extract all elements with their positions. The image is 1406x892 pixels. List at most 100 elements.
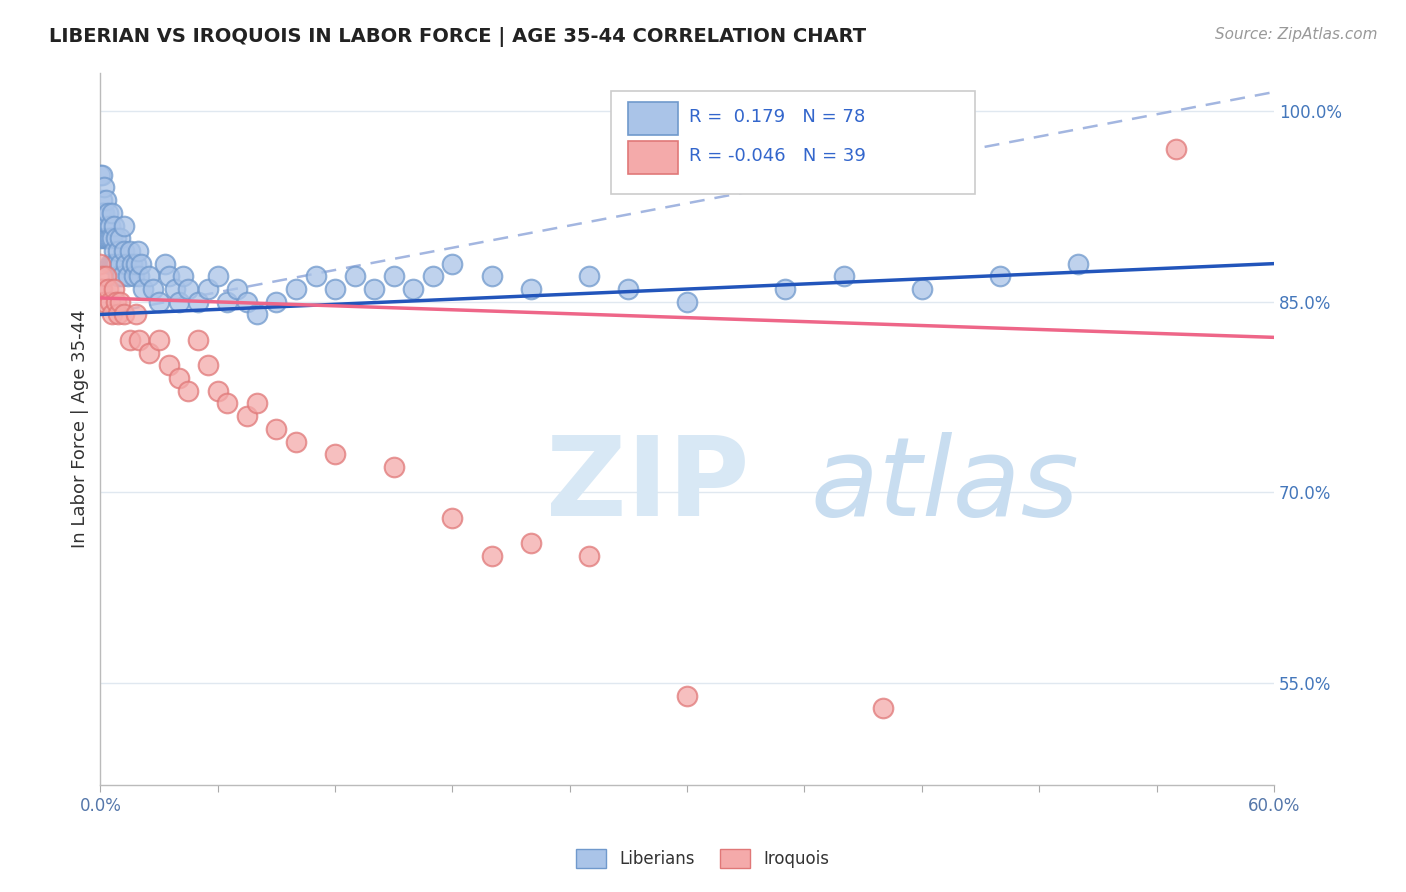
Point (91, 282, 114, 296)
Point (91, 269, 114, 284)
Text: R =  0.179   N = 78: R = 0.179 N = 78 (689, 108, 866, 126)
Point (988, 269, 1011, 284)
Point (103, 244, 125, 258)
Point (323, 447, 346, 461)
Point (676, 689, 699, 703)
Point (128, 269, 150, 284)
Point (217, 294, 239, 309)
Point (101, 231, 124, 245)
Y-axis label: In Labor Force | Age 35-44: In Labor Force | Age 35-44 (72, 310, 89, 549)
Point (98, 257, 121, 271)
Point (382, 269, 405, 284)
Point (773, 282, 796, 296)
Point (122, 269, 145, 284)
Point (172, 269, 194, 284)
Point (1067, 257, 1090, 271)
Point (266, 294, 288, 309)
Point (111, 269, 134, 284)
Point (323, 282, 346, 296)
Point (98, 231, 121, 245)
Point (89, 206, 111, 220)
Point (93, 294, 115, 309)
Point (177, 384, 200, 398)
Point (153, 257, 176, 271)
Text: R = -0.046   N = 39: R = -0.046 N = 39 (689, 147, 866, 165)
Point (131, 257, 153, 271)
Point (91, 193, 114, 207)
Point (148, 294, 170, 309)
Point (617, 282, 640, 296)
Text: Source: ZipAtlas.com: Source: ZipAtlas.com (1215, 27, 1378, 42)
Point (89, 282, 111, 296)
Point (148, 333, 170, 347)
Point (101, 257, 124, 271)
Point (93, 231, 115, 245)
Point (105, 294, 128, 309)
Point (127, 244, 149, 258)
Point (226, 282, 249, 296)
Point (167, 294, 190, 309)
Point (402, 282, 425, 296)
Point (98, 219, 121, 233)
Point (91, 168, 114, 182)
Text: ZIP: ZIP (547, 433, 749, 540)
Point (107, 269, 129, 284)
Point (138, 269, 160, 284)
Point (96, 269, 118, 284)
Point (676, 294, 699, 309)
FancyBboxPatch shape (628, 141, 678, 174)
Point (138, 345, 160, 359)
Point (422, 269, 444, 284)
Point (91, 206, 114, 220)
Point (157, 359, 180, 373)
Point (107, 308, 129, 322)
Point (107, 244, 129, 258)
FancyBboxPatch shape (610, 91, 974, 194)
Point (114, 257, 136, 271)
Point (98, 294, 121, 309)
Point (382, 460, 405, 475)
Point (441, 511, 464, 525)
Point (124, 308, 146, 322)
Point (481, 549, 503, 563)
Point (578, 269, 600, 284)
Point (132, 282, 155, 296)
Point (103, 282, 125, 296)
Point (284, 434, 307, 449)
Point (118, 244, 141, 258)
Point (578, 549, 600, 563)
Point (246, 396, 269, 410)
Point (121, 257, 143, 271)
Point (89, 168, 111, 182)
Point (207, 269, 229, 284)
Point (101, 206, 124, 220)
Point (266, 422, 288, 436)
FancyBboxPatch shape (628, 103, 678, 135)
Point (108, 294, 131, 309)
Point (112, 244, 135, 258)
Point (97, 206, 120, 220)
Point (911, 282, 934, 296)
Point (89, 257, 111, 271)
Point (236, 294, 259, 309)
Point (872, 701, 894, 715)
Point (105, 231, 128, 245)
Point (96, 219, 118, 233)
Point (97, 282, 120, 296)
Point (519, 282, 541, 296)
Point (105, 257, 128, 271)
Point (101, 308, 124, 322)
Point (163, 282, 186, 296)
Point (103, 219, 125, 233)
Point (124, 257, 146, 271)
Point (117, 269, 139, 284)
Point (519, 536, 541, 550)
Point (832, 269, 855, 284)
Point (197, 282, 219, 296)
Legend: Liberians, Iroquois: Liberians, Iroquois (569, 842, 837, 875)
Point (197, 359, 219, 373)
Point (441, 257, 464, 271)
Point (1166, 142, 1188, 156)
Point (157, 269, 180, 284)
Point (112, 219, 135, 233)
